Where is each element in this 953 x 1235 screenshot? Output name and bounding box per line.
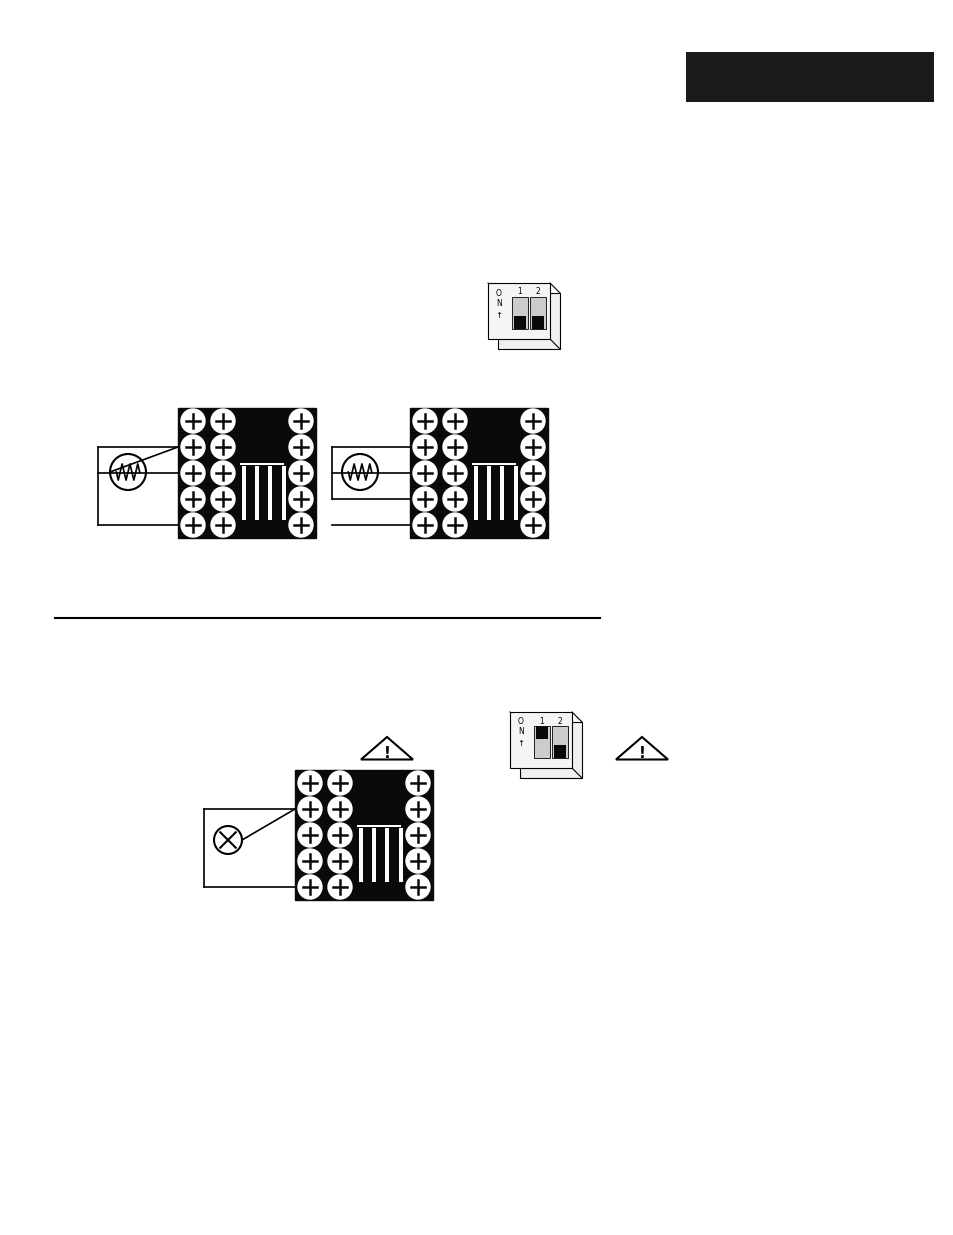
Text: N: N [496, 299, 501, 308]
Circle shape [289, 487, 313, 511]
Circle shape [289, 461, 313, 485]
Circle shape [442, 435, 467, 459]
Circle shape [520, 487, 544, 511]
Bar [385, 827, 389, 882]
Bar [534, 726, 550, 758]
Circle shape [328, 797, 352, 821]
Circle shape [211, 513, 234, 537]
Circle shape [297, 848, 322, 873]
Text: O: O [517, 718, 523, 726]
Text: O: O [496, 289, 501, 298]
Circle shape [213, 826, 242, 853]
Circle shape [289, 435, 313, 459]
Circle shape [328, 823, 352, 847]
Circle shape [297, 797, 322, 821]
Text: 2: 2 [558, 716, 561, 725]
Text: N: N [517, 727, 523, 736]
Circle shape [181, 487, 205, 511]
Circle shape [181, 513, 205, 537]
Bar [178, 408, 315, 538]
Circle shape [520, 513, 544, 537]
Circle shape [297, 771, 322, 795]
Circle shape [406, 797, 430, 821]
Circle shape [181, 461, 205, 485]
Circle shape [211, 461, 234, 485]
Bar [294, 769, 433, 900]
Circle shape [520, 409, 544, 433]
Circle shape [442, 513, 467, 537]
Bar [372, 827, 375, 882]
Text: ↑: ↑ [517, 740, 524, 748]
Circle shape [341, 454, 377, 490]
Bar [356, 825, 400, 827]
Bar [358, 827, 363, 882]
Bar [536, 726, 547, 739]
Bar [514, 316, 525, 329]
Text: 1: 1 [539, 716, 544, 725]
Bar [398, 827, 402, 882]
Bar [514, 466, 517, 520]
Bar [532, 316, 543, 329]
Circle shape [413, 409, 436, 433]
Bar [552, 726, 567, 758]
Circle shape [289, 409, 313, 433]
Text: !: ! [638, 746, 645, 761]
Circle shape [413, 487, 436, 511]
Bar [512, 296, 527, 329]
Bar [410, 408, 547, 538]
Circle shape [297, 823, 322, 847]
Bar [685, 52, 933, 103]
Circle shape [328, 876, 352, 899]
Bar [240, 463, 284, 466]
Circle shape [406, 771, 430, 795]
Circle shape [297, 876, 322, 899]
Circle shape [211, 487, 234, 511]
Circle shape [110, 454, 146, 490]
Circle shape [211, 435, 234, 459]
Circle shape [413, 461, 436, 485]
Bar [510, 713, 572, 768]
Circle shape [211, 409, 234, 433]
Circle shape [520, 461, 544, 485]
Bar [472, 463, 516, 466]
Polygon shape [360, 737, 413, 760]
Bar [474, 466, 477, 520]
Bar [486, 466, 491, 520]
Bar [530, 296, 545, 329]
Circle shape [442, 409, 467, 433]
Circle shape [442, 487, 467, 511]
Circle shape [289, 513, 313, 537]
Text: 1: 1 [517, 288, 522, 296]
Circle shape [520, 435, 544, 459]
Circle shape [413, 513, 436, 537]
Circle shape [181, 409, 205, 433]
Polygon shape [616, 737, 667, 760]
Bar [499, 466, 503, 520]
Circle shape [413, 435, 436, 459]
Bar [488, 283, 550, 338]
Circle shape [181, 435, 205, 459]
Text: !: ! [383, 746, 390, 761]
Circle shape [406, 823, 430, 847]
Bar [242, 466, 246, 520]
Bar [519, 722, 581, 778]
Circle shape [406, 848, 430, 873]
Circle shape [328, 848, 352, 873]
Text: 2: 2 [535, 288, 539, 296]
Bar [268, 466, 272, 520]
Bar [282, 466, 286, 520]
Circle shape [328, 771, 352, 795]
Bar [497, 293, 559, 350]
Bar [254, 466, 258, 520]
Circle shape [442, 461, 467, 485]
Circle shape [406, 876, 430, 899]
Bar [554, 745, 565, 758]
Text: ↑: ↑ [495, 310, 502, 320]
